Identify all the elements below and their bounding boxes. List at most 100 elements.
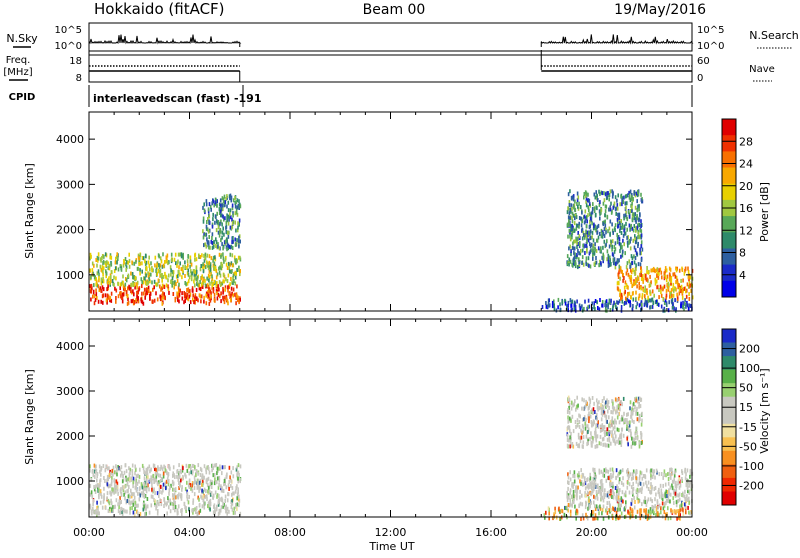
power-cell [613, 245, 616, 249]
power-cell [588, 225, 591, 230]
power-cell [99, 264, 102, 269]
velocity-cell [601, 483, 604, 488]
power-cell [192, 269, 195, 274]
power-cell [217, 220, 220, 224]
velocity-cell [111, 468, 114, 473]
velocity-cell [636, 509, 639, 514]
velocity-cell [201, 488, 203, 493]
power-cell [568, 219, 570, 224]
power-cell [206, 227, 209, 232]
power-cell [89, 268, 92, 273]
velocity-cell [134, 480, 137, 485]
power-cell [101, 256, 103, 260]
power-cell [629, 227, 631, 232]
velocity-cell [177, 504, 180, 509]
power-cell [130, 299, 133, 304]
velocity-cell [211, 463, 214, 468]
power-cell [627, 235, 629, 240]
power-cell [585, 229, 587, 234]
velocity-cell [634, 431, 636, 436]
power-cell [672, 282, 675, 287]
power-cell [162, 291, 164, 296]
velocity-cell [135, 486, 137, 490]
power-cell [231, 240, 233, 245]
velocity-cell [616, 499, 618, 504]
velocity-cell [128, 485, 130, 489]
power-cell [619, 245, 622, 250]
velocity-cell [215, 480, 217, 485]
power-cell [150, 272, 152, 277]
power-cell [590, 211, 593, 216]
power-cell [551, 304, 554, 309]
power-cell [579, 251, 582, 256]
velocity-cell [151, 482, 153, 487]
power-cell [657, 302, 660, 307]
velocity-cell [587, 477, 589, 482]
power-cell [139, 271, 141, 276]
velocity-cell [585, 399, 587, 404]
power-cell [634, 256, 637, 260]
velocity-cell [576, 473, 579, 478]
velocity-cell [121, 510, 123, 515]
power-cell [218, 211, 221, 215]
velocity-cell [92, 498, 95, 503]
velocity-cell [116, 467, 119, 472]
power-cell [631, 201, 633, 206]
power-cell [211, 222, 214, 227]
power-cell [639, 251, 641, 256]
velocity-cell [592, 489, 594, 494]
velocity-cell [688, 496, 690, 501]
power-cell [234, 275, 237, 280]
velocity-cell [198, 497, 200, 502]
velocity-cell [616, 409, 618, 414]
power-cell [628, 291, 631, 296]
velocity-cell [235, 502, 237, 507]
velocity-cell [134, 503, 137, 508]
power-cell [640, 258, 643, 262]
power-cell [568, 223, 570, 227]
nsky-label: N.Sky [6, 32, 38, 45]
velocity-cell [667, 499, 669, 503]
velocity-cell [145, 511, 147, 516]
velocity-cell [131, 500, 134, 505]
velocity-cell [679, 516, 681, 521]
power-cell [234, 196, 236, 200]
velocity-cell [618, 480, 620, 485]
power-cell [181, 296, 184, 301]
y-tick-label: 1000 [56, 475, 84, 488]
power-cell [130, 289, 132, 294]
power-cell [592, 226, 595, 231]
power-cell [629, 198, 632, 203]
velocity-cell [103, 496, 105, 501]
velocity-cell [658, 491, 661, 496]
velocity-cell [207, 504, 209, 509]
power-cell [641, 293, 644, 298]
power-cell [589, 242, 591, 247]
velocity-cell [95, 464, 97, 469]
velocity-cell [587, 424, 589, 429]
velocity-cell [157, 509, 159, 513]
velocity-cell [609, 424, 612, 429]
power-cell [89, 256, 91, 261]
power-cell [186, 265, 188, 270]
velocity-cell [578, 473, 580, 478]
velocity-cell [572, 444, 575, 449]
power-cell [97, 299, 100, 304]
power-cell [572, 213, 575, 218]
velocity-cell [159, 484, 161, 489]
velocity-cell [671, 485, 674, 490]
power-cell [221, 230, 224, 235]
velocity-cell [567, 486, 569, 491]
velocity-cell [609, 467, 612, 472]
colorbar-swatch [722, 151, 736, 169]
power-cell [162, 263, 165, 268]
power-cell [195, 297, 198, 301]
velocity-cell [621, 427, 623, 432]
velocity-cell [220, 497, 223, 502]
power-cell [91, 261, 94, 266]
power-cell [92, 294, 94, 299]
power-cell [177, 285, 180, 290]
power-cell [145, 254, 147, 259]
power-cell [638, 293, 641, 298]
velocity-cell [585, 434, 588, 439]
